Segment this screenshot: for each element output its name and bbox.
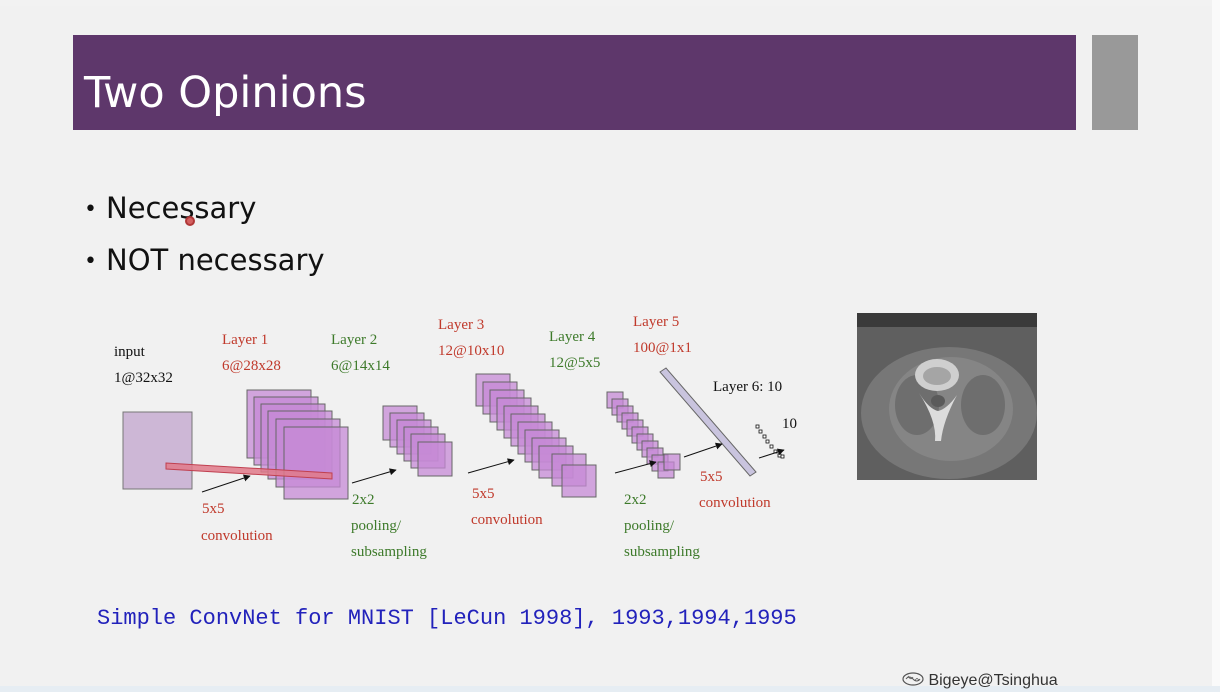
layer2-label: Layer 2 <box>331 332 377 348</box>
layer3-dims: 12@10x10 <box>438 343 504 359</box>
diagram-caption: Simple ConvNet for MNIST [LeCun 1998], 1… <box>97 606 797 631</box>
bullet-item: • NOT necessary <box>84 238 325 290</box>
conv3-kernel: 5x5 <box>700 469 723 485</box>
bullet-text: Necessary <box>106 191 257 225</box>
conv2-op: convolution <box>471 512 543 528</box>
input-image <box>122 411 193 490</box>
conv2-arrow <box>467 458 515 474</box>
pointer-cursor-icon <box>185 216 195 226</box>
input-label: input <box>114 344 146 360</box>
layer2-feature-maps <box>382 405 453 477</box>
title-accent-block <box>1092 35 1138 130</box>
output-arrow <box>758 448 785 459</box>
bullet-item: • Necessary <box>84 186 325 238</box>
bullet-text: NOT necessary <box>106 243 325 277</box>
layer3-label: Layer 3 <box>438 317 484 333</box>
layer3-feature-maps <box>475 373 597 498</box>
pool2-op-2: subsampling <box>624 544 700 560</box>
layer4-label: Layer 4 <box>549 329 596 345</box>
pool1-kernel: 2x2 <box>352 492 375 508</box>
layer5-label: Layer 5 <box>633 314 679 330</box>
window-bottom-strip <box>0 686 1220 692</box>
pool1-op-2: subsampling <box>351 544 427 560</box>
pool2-kernel: 2x2 <box>624 492 647 508</box>
layer2-dims: 6@14x14 <box>331 358 390 374</box>
input-dims: 1@32x32 <box>114 370 173 386</box>
layer6-label: Layer 6: 10 <box>713 379 782 395</box>
conv1-arrow <box>201 474 251 493</box>
title-bar <box>73 35 1076 130</box>
layer4-dims: 12@5x5 <box>549 355 600 371</box>
window-top-strip <box>0 0 1220 6</box>
layer5-dims: 100@1x1 <box>633 340 692 356</box>
slide-title: Two Opinions <box>84 68 367 118</box>
bullet-dot-icon: • <box>84 197 97 222</box>
pool1-arrow <box>351 468 397 484</box>
bullet-list: • Necessary • NOT necessary <box>84 186 325 290</box>
pool1-op: pooling/ <box>351 518 402 534</box>
layer6-count: 10 <box>782 416 797 432</box>
watermark: Bigeye@Tsinghua <box>902 672 1058 690</box>
conv1-op: convolution <box>201 528 273 544</box>
bullet-dot-icon: • <box>84 249 97 274</box>
conv1-kernel: 5x5 <box>202 501 225 517</box>
layer6-output-units <box>755 424 785 459</box>
conv3-op: convolution <box>699 495 771 511</box>
layer1-dims: 6@28x28 <box>222 358 281 374</box>
window-right-edge <box>1212 0 1220 692</box>
conv3-arrow <box>683 442 723 458</box>
brain-logo-icon <box>902 672 924 686</box>
layer1-label: Layer 1 <box>222 332 268 348</box>
convnet-diagram: input 1@32x32 Layer 1 6@28x28 5x5 convol… <box>114 314 797 560</box>
watermark-text: Bigeye@Tsinghua <box>928 672 1058 689</box>
conv1-receptive-field <box>165 462 333 480</box>
ct-scan-image <box>857 313 1037 480</box>
layer1-feature-maps <box>246 389 349 500</box>
conv2-kernel: 5x5 <box>472 486 495 502</box>
pool2-op: pooling/ <box>624 518 675 534</box>
layer4-feature-maps <box>606 391 681 479</box>
layer5-vector <box>659 367 757 477</box>
pool2-arrow <box>614 460 657 474</box>
